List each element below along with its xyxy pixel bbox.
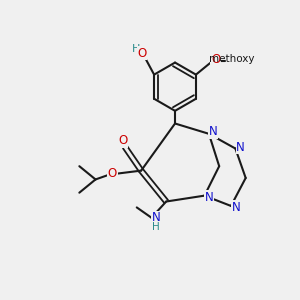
Text: N: N [152,211,160,224]
Text: N: N [232,201,241,214]
Text: H: H [131,44,140,54]
Text: O: O [137,46,146,60]
Text: N: N [236,141,245,154]
Text: O: O [108,167,117,180]
Text: N: N [209,125,218,138]
Text: N: N [205,190,213,204]
Text: methoxy: methoxy [208,54,254,64]
Text: O: O [211,53,220,66]
Text: O: O [118,134,127,147]
Text: H: H [152,222,160,232]
